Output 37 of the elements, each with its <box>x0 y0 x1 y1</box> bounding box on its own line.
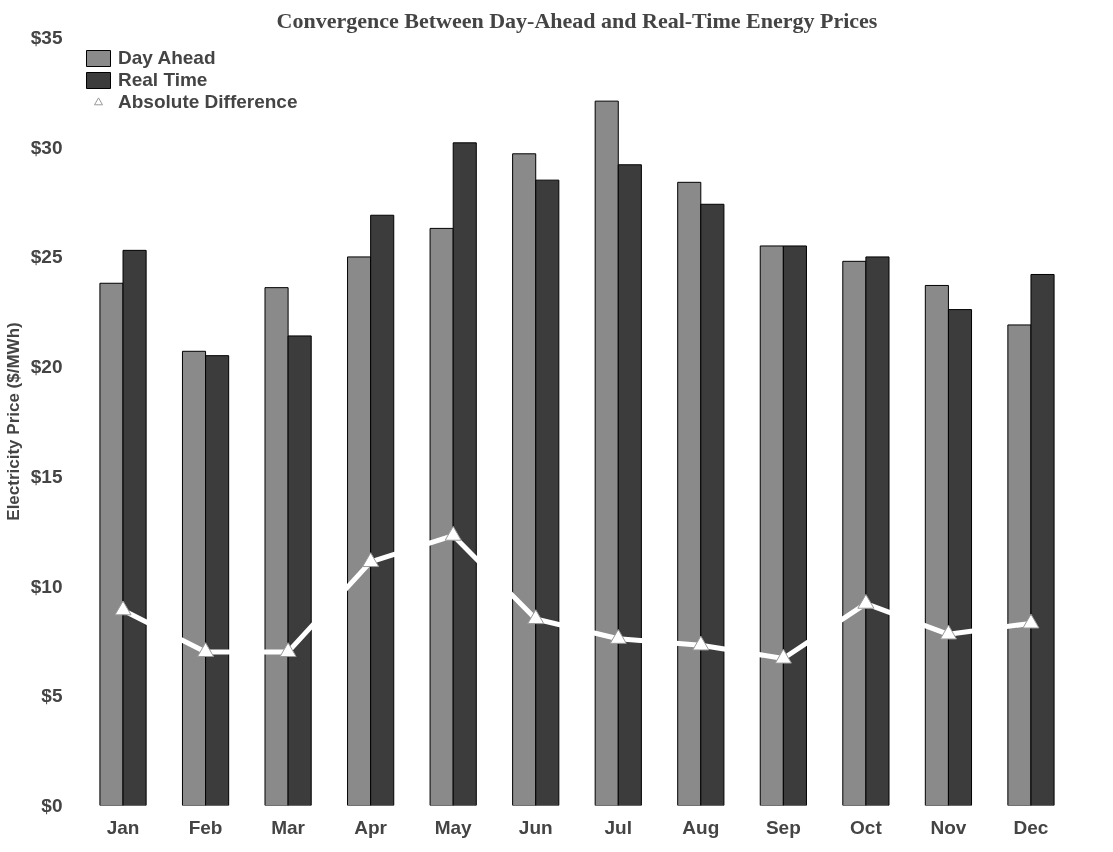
point <box>362 552 380 568</box>
point <box>609 629 627 644</box>
y-tick-label: $5 <box>41 685 63 707</box>
y-tick-label: $35 <box>30 27 63 48</box>
x-tick-label: Apr <box>354 816 388 838</box>
point <box>114 600 132 616</box>
x-tick-label: May <box>434 816 473 838</box>
legend-label: Absolute Difference <box>118 91 298 113</box>
point <box>774 648 792 664</box>
x-tick-label: Jun <box>518 816 553 838</box>
y-tick-label: $25 <box>30 246 63 268</box>
chart-title: Convergence Between Day-Ahead and Real-Time Energy Prices <box>276 7 878 33</box>
y-tick-label: $10 <box>30 575 63 597</box>
y-tick-label: $30 <box>30 136 63 158</box>
y-tick-label: $15 <box>30 465 63 487</box>
point <box>1022 613 1040 629</box>
point <box>279 642 297 658</box>
x-tick-label: Mar <box>271 816 306 838</box>
x-tick-label: Jan <box>106 816 140 838</box>
y-axis-title: Electricity Price ($/MWh) <box>3 322 23 521</box>
legend-label: Real Time <box>118 69 208 91</box>
point <box>692 635 710 651</box>
y-tick-label: $20 <box>30 356 63 378</box>
x-tick-label: Feb <box>188 816 223 838</box>
x-tick-label: Jul <box>604 816 632 838</box>
x-tick-label: Nov <box>930 816 967 838</box>
point <box>939 624 957 640</box>
x-tick-label: Oct <box>850 816 883 838</box>
x-tick-label: Aug <box>682 816 720 838</box>
x-tick-label: Sep <box>765 816 801 838</box>
y-tick-label: $0 <box>41 795 63 816</box>
point <box>857 593 875 609</box>
point <box>527 609 545 625</box>
point <box>197 642 215 658</box>
x-tick-label: Dec <box>1013 816 1049 838</box>
point <box>444 525 462 541</box>
legend-label: Day Ahead <box>118 47 216 69</box>
